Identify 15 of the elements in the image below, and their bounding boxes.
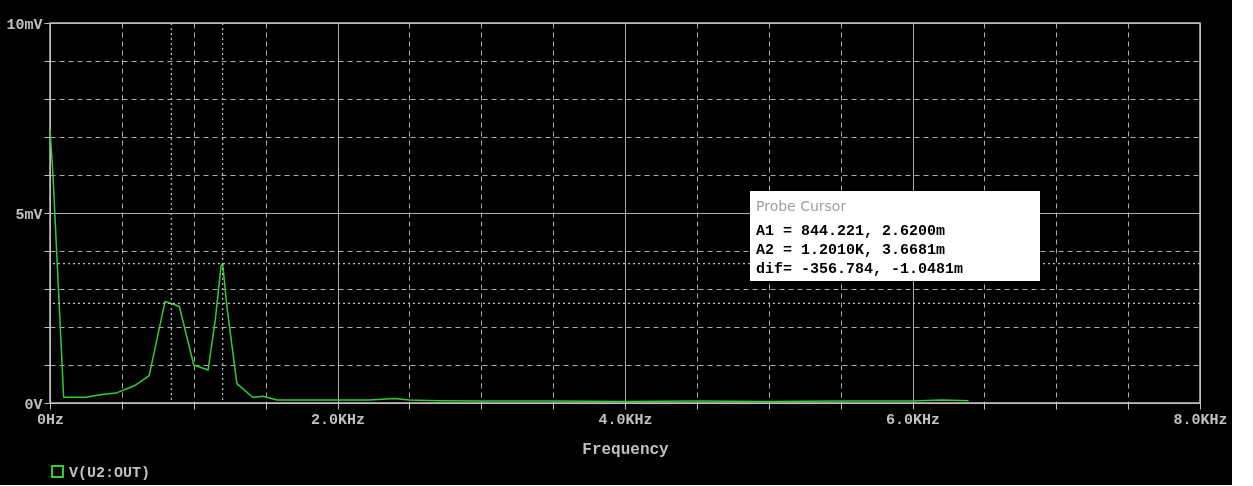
x-tick-label: 2.0KHz [310, 411, 366, 429]
line-series [49, 128, 970, 403]
annotation: A1 = 844.221, 2.6200m [756, 223, 946, 240]
x-tick-label: 4.0KHz [598, 411, 653, 429]
annotation: A2 = 1.2010K, 3.6681m [756, 242, 946, 259]
x-tick-label: 0Hz [36, 411, 65, 429]
y-tick-label: 5mV [15, 206, 43, 224]
x-tick-label: 6.0KHz [885, 411, 941, 429]
y-tick-label: 10mV [6, 16, 43, 34]
x-tick-label: 8.0KHz [1173, 411, 1228, 429]
x-axis-title: Frequency [582, 440, 670, 459]
legend-label: V(U2:OUT) [69, 464, 151, 482]
y-tick-label: 0V [24, 396, 43, 414]
annotation: Probe Cursor [756, 198, 847, 214]
annotation: dif= -356.784, -1.0481m [756, 261, 964, 278]
